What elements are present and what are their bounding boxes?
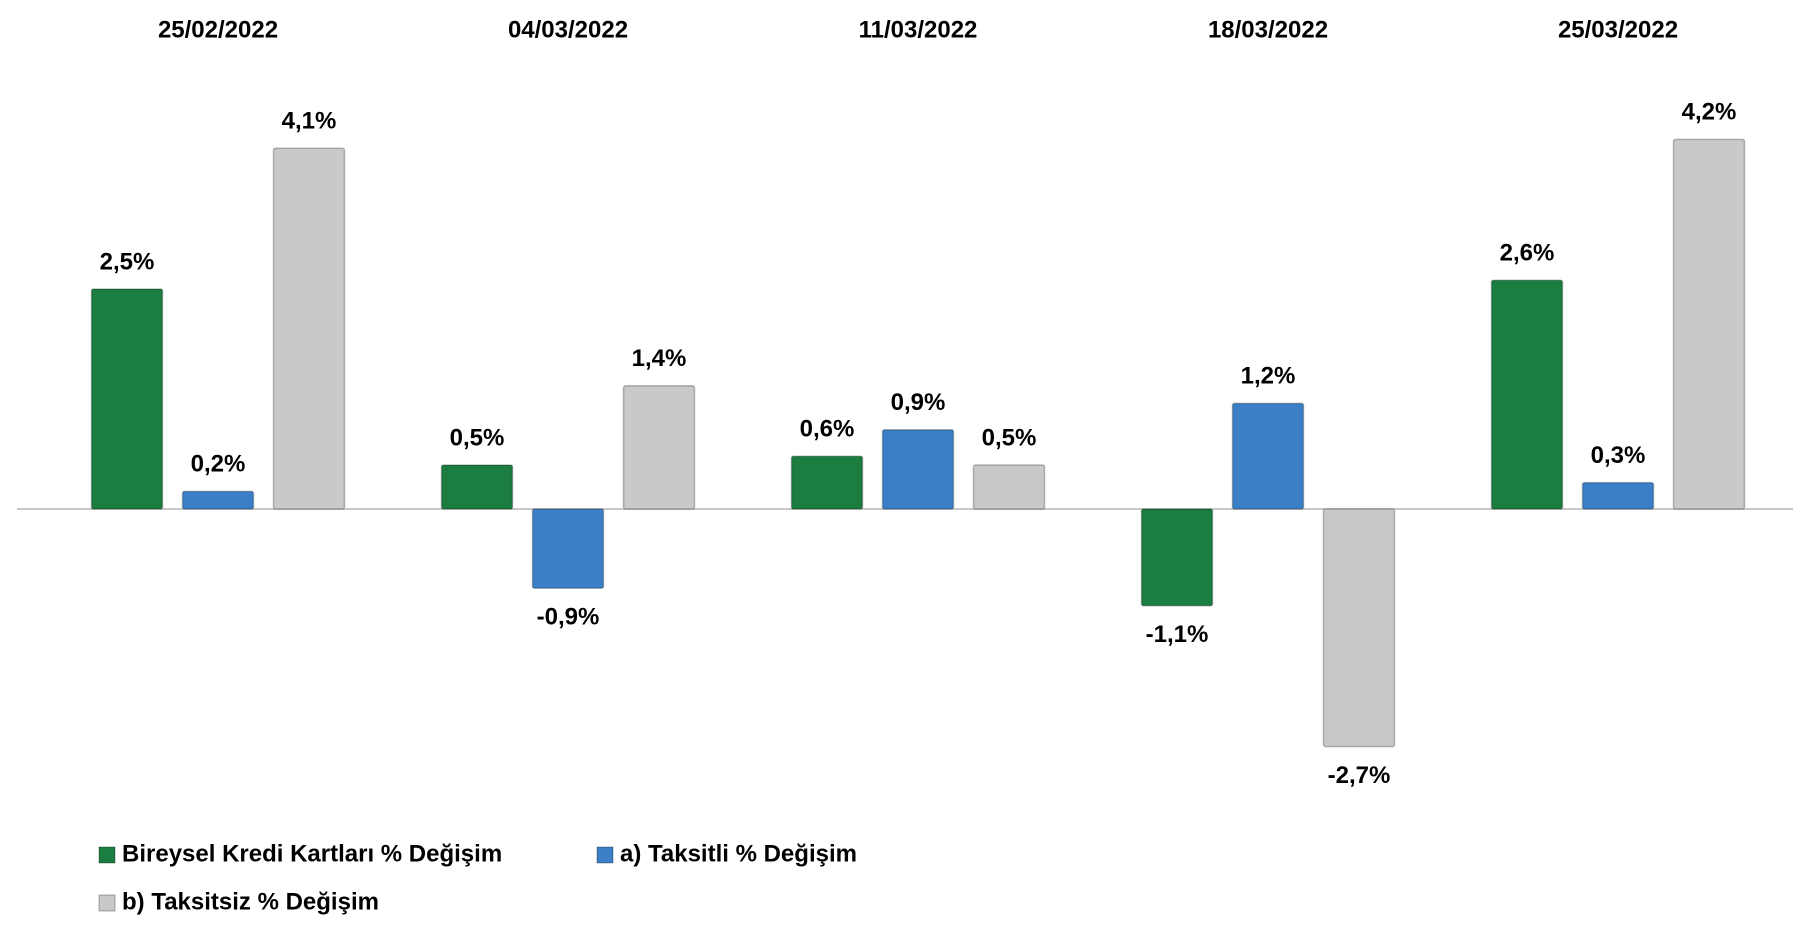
category-label: 25/02/2022 [158,16,278,43]
value-label: 0,3% [1591,442,1646,469]
bar [1581,481,1655,510]
bar [181,490,255,510]
bar [1672,138,1746,510]
value-label: 1,2% [1241,363,1296,390]
bar [1140,508,1214,607]
value-label: 4,1% [282,108,337,135]
bar [90,288,164,510]
legend-label: a) Taksitli % Değişim [620,840,857,867]
value-label: 1,4% [632,345,687,372]
category-label: 11/03/2022 [859,16,978,43]
value-label: 0,2% [191,451,246,478]
bar [622,385,696,510]
value-label: 0,5% [450,424,505,451]
value-label: 2,5% [100,248,155,275]
category-label: 25/03/2022 [1558,16,1678,43]
legend-swatch [98,894,116,912]
legend-swatch [596,846,614,864]
bar [790,455,864,510]
bar [272,147,346,510]
legend-swatch [98,846,116,864]
value-label: 2,6% [1500,240,1555,267]
bar [1322,508,1396,748]
value-label: -0,9% [537,604,600,631]
value-label: 0,5% [982,424,1037,451]
bar [972,464,1046,510]
bar [440,464,514,510]
value-label: -1,1% [1146,621,1209,648]
value-label: 4,2% [1682,99,1737,126]
bar [1490,279,1564,510]
bar [531,508,605,589]
legend-label: b) Taksitsiz % Değişim [122,888,379,915]
legend-label: Bireysel Kredi Kartları % Değişim [122,840,502,867]
category-label: 04/03/2022 [508,16,628,43]
bar [1231,402,1305,510]
value-label: 0,6% [800,416,855,443]
bar [881,429,955,510]
category-label: 18/03/2022 [1208,16,1328,43]
value-label: 0,9% [891,389,946,416]
value-label: -2,7% [1328,762,1391,789]
